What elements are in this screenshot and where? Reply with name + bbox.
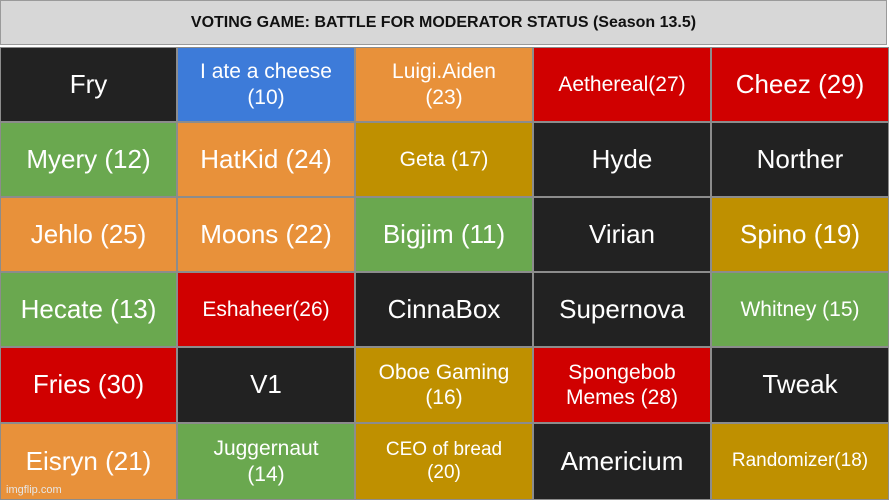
player-label: Myery (12) [26, 143, 151, 174]
player-label: I ate a cheese (10) [200, 60, 332, 109]
player-label: Tweak [762, 369, 838, 400]
watermark: imgflip.com [6, 484, 62, 496]
player-label: Bigjim (11) [382, 218, 506, 249]
player-label: Whitney (15) [740, 297, 860, 321]
player-label: Geta (17) [399, 147, 489, 171]
title-bar: VOTING GAME: BATTLE FOR MODERATOR STATUS… [0, 0, 887, 45]
player-label: Virian [588, 218, 655, 249]
player-cell: Geta (17) [355, 122, 533, 197]
player-cell: HatKid (24) [177, 122, 355, 197]
player-label: Norther [756, 143, 844, 174]
player-label: Eisryn (21) [25, 445, 152, 476]
player-label: Americium [560, 445, 684, 476]
player-label: CinnaBox [387, 293, 501, 324]
player-label: Fry [69, 68, 108, 99]
player-label: Luigi.Aiden (23) [392, 60, 496, 109]
player-label: Fries (30) [32, 369, 145, 400]
player-cell: Fry [0, 47, 177, 122]
player-label: Juggernaut (14) [213, 437, 319, 486]
player-cell: Spongebob Memes (28) [533, 347, 711, 423]
player-cell: Hecate (13) [0, 272, 177, 347]
player-label: HatKid (24) [200, 143, 332, 174]
player-cell: Luigi.Aiden (23) [355, 47, 533, 122]
player-label: Eshaheer(26) [202, 297, 330, 321]
player-cell: Supernova [533, 272, 711, 347]
player-cell: Juggernaut (14) [177, 423, 355, 500]
player-cell: Aethereal(27) [533, 47, 711, 122]
player-cell: Spino (19) [711, 197, 889, 272]
player-cell: Randomizer(18) [711, 423, 889, 500]
player-cell: CinnaBox [355, 272, 533, 347]
player-cell: Fries (30) [0, 347, 177, 423]
player-cell: Myery (12) [0, 122, 177, 197]
player-cell: Hyde [533, 122, 711, 197]
player-label: Oboe Gaming (16) [378, 360, 510, 409]
player-label: CEO of bread (20) [385, 438, 503, 483]
player-label: Hecate (13) [20, 293, 157, 324]
player-cell: Jehlo (25) [0, 197, 177, 272]
player-cell: Eisryn (21) [0, 423, 177, 500]
player-cell: Eshaheer(26) [177, 272, 355, 347]
player-cell: Tweak [711, 347, 889, 423]
player-cell: Moons (22) [177, 197, 355, 272]
player-label: Jehlo (25) [30, 218, 147, 249]
player-label: Supernova [559, 293, 685, 324]
player-label: Aethereal(27) [558, 72, 686, 96]
player-label: Spongebob Memes (28) [565, 360, 679, 409]
player-cell: Norther [711, 122, 889, 197]
player-cell: Cheez (29) [711, 47, 889, 122]
player-label: Cheez (29) [735, 68, 865, 99]
player-cell: Virian [533, 197, 711, 272]
player-cell: Bigjim (11) [355, 197, 533, 272]
page-title: VOTING GAME: BATTLE FOR MODERATOR STATUS… [190, 13, 697, 31]
player-label: Moons (22) [200, 218, 332, 249]
player-grid: Fry I ate a cheese (10) Luigi.Aiden (23) Ae… [0, 47, 889, 500]
player-label: Spino (19) [740, 218, 860, 249]
player-label: V1 [250, 369, 282, 400]
player-cell: Oboe Gaming (16) [355, 347, 533, 423]
player-label: Randomizer(18) [731, 450, 869, 472]
player-cell: Americium [533, 423, 711, 500]
player-cell: Whitney (15) [711, 272, 889, 347]
player-cell: I ate a cheese (10) [177, 47, 355, 122]
player-cell: V1 [177, 347, 355, 423]
player-label: Hyde [591, 143, 653, 174]
player-cell: CEO of bread (20) [355, 423, 533, 500]
